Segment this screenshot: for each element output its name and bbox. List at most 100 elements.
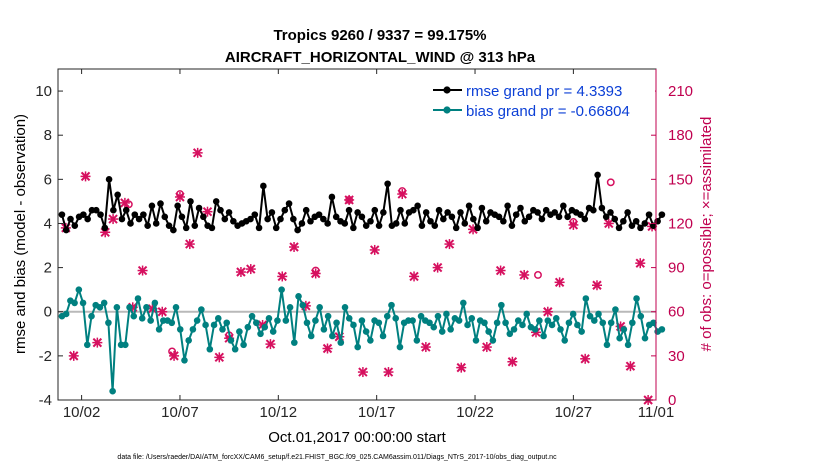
bias-point: [278, 286, 285, 293]
x-tick-label: 10/07: [161, 404, 199, 421]
rmse-point: [251, 211, 259, 218]
rmse-point: [474, 224, 481, 232]
bias-point: [629, 319, 636, 327]
rmse-point: [440, 215, 447, 223]
y-tick-label: 6: [44, 171, 52, 188]
rmse-point: [590, 206, 597, 214]
bias-point: [88, 312, 95, 320]
bias-point: [379, 332, 387, 340]
bias-point: [236, 328, 243, 335]
bias-point: [219, 326, 226, 333]
bias-point: [75, 286, 83, 293]
assimilated-obs-marker: [357, 367, 368, 378]
bias-point: [134, 295, 142, 302]
bias-point: [295, 292, 302, 300]
rmse-point: [92, 206, 100, 214]
bias-point: [341, 304, 349, 311]
rmse-point: [341, 220, 349, 227]
bias-point: [320, 326, 328, 333]
bias-point: [388, 301, 395, 309]
bias-point: [650, 319, 657, 327]
rmse-point: [641, 220, 649, 227]
rmse-point: [97, 211, 104, 218]
bias-point: [185, 337, 192, 344]
assimilated-obs-marker: [444, 239, 455, 250]
bias-point: [430, 323, 438, 331]
bias-point: [375, 319, 383, 327]
assimilated-obs-marker: [137, 265, 148, 276]
rmse-point: [521, 217, 529, 225]
rmse-point: [542, 206, 550, 214]
bias-point: [261, 323, 269, 331]
rmse-point: [375, 222, 383, 229]
rmse-point: [645, 211, 653, 218]
bias-point: [464, 321, 471, 329]
bias-point: [489, 337, 497, 344]
rmse-point: [264, 215, 271, 223]
bias-point: [569, 310, 577, 318]
rmse-point: [281, 206, 289, 214]
rmse-point: [161, 213, 169, 221]
rmse-point: [611, 215, 619, 223]
bias-point: [658, 326, 666, 333]
assimilated-obs-marker: [169, 350, 180, 361]
x-tick-label: 10/17: [358, 404, 396, 421]
rmse-point: [320, 215, 327, 223]
possible-obs-marker: [124, 200, 133, 209]
rmse-point: [217, 206, 224, 214]
bias-point: [337, 339, 345, 346]
rmse-point: [431, 222, 439, 229]
bias-point: [244, 323, 252, 331]
rmse-point: [221, 215, 229, 223]
bias-point: [138, 315, 146, 322]
rmse-point: [200, 213, 207, 221]
assimilated-obs-marker: [184, 239, 195, 250]
y-right-tick-label: 180: [668, 127, 693, 144]
rmse-point: [260, 182, 267, 190]
rmse-point: [328, 193, 336, 201]
assimilated-obs-marker: [481, 342, 492, 353]
bias-point: [392, 315, 400, 322]
bias-point: [544, 317, 552, 324]
bias-point: [252, 319, 260, 327]
bias-point: [531, 326, 539, 333]
legend-bias-marker: [443, 106, 451, 114]
assimilated-obs-marker: [289, 242, 300, 253]
rmse-point: [371, 206, 379, 214]
bias-point: [71, 299, 78, 307]
legend-rmse-label: rmse grand pr = 4.3393: [466, 83, 622, 100]
bias-point: [472, 337, 480, 344]
bias-point: [590, 317, 598, 324]
bias-point: [582, 295, 590, 302]
rmse-point: [482, 217, 490, 225]
y-tick-label: 10: [35, 83, 52, 100]
assimilated-obs-marker: [369, 244, 380, 255]
bias-point: [561, 337, 569, 344]
rmse-point: [628, 222, 636, 229]
rmse-point: [84, 215, 91, 223]
x-tick-label: 11/01: [638, 404, 674, 421]
rmse-point: [272, 224, 280, 232]
x-axis: 10/02 10/07 10/12 10/17 10/22 10/27 11/01: [63, 69, 674, 421]
x-tick-label: 10/27: [555, 404, 593, 421]
rmse-point: [191, 222, 199, 229]
assimilated-obs-marker: [383, 367, 394, 378]
bias-point: [113, 304, 121, 311]
bias-point: [434, 312, 442, 320]
rmse-point: [225, 209, 233, 216]
possible-obs-marker: [534, 271, 542, 279]
assimilated-obs-marker: [420, 342, 431, 353]
bias-point: [548, 321, 556, 329]
rmse-point: [470, 215, 477, 223]
rmse-point: [448, 213, 456, 221]
x-tick-label: 10/12: [260, 404, 298, 421]
assimilated-obs-marker: [277, 271, 288, 282]
rmse-point: [182, 224, 190, 232]
bias-point: [269, 328, 277, 335]
rmse-point: [255, 224, 263, 232]
bias-point: [122, 341, 129, 349]
bias-point: [557, 326, 564, 333]
y-right-tick-label: 150: [668, 171, 693, 188]
assimilated-obs-marker: [507, 356, 518, 367]
